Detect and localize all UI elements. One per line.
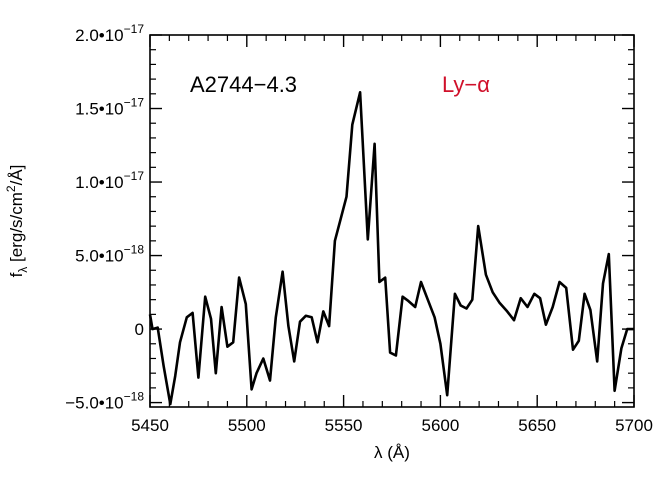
object-name-annotation: A2744−4.3 xyxy=(190,72,297,97)
y-tick-label: 2.0•10−17 xyxy=(75,22,144,45)
ticks xyxy=(149,34,635,407)
axes xyxy=(149,34,635,408)
x-tick-label: 5700 xyxy=(615,416,653,435)
y-tick-label: 0 xyxy=(135,320,144,339)
x-tick-label: 5600 xyxy=(421,416,459,435)
y-tick-label: 5.0•10−18 xyxy=(75,243,144,266)
spectrum-line xyxy=(148,91,634,406)
x-tick-label: 5500 xyxy=(228,416,266,435)
y-tick-label: 1.0•10−17 xyxy=(75,169,144,192)
y-axis-label: fλ [erg/s/cm2/Å] xyxy=(4,165,30,278)
y-tick-label: 1.5•10−17 xyxy=(75,96,144,119)
line-id-annotation: Ly−α xyxy=(442,72,490,97)
y-tick-label: −5.0•10−18 xyxy=(65,390,144,413)
labels: 5450 5500 5550 5600 5650 5700 −5.0•10−18 0 5.0•1… xyxy=(4,22,653,462)
x-tick-label: 5650 xyxy=(518,416,556,435)
x-axis-label: λ (Å) xyxy=(374,443,410,462)
x-tick-label: 5450 xyxy=(131,416,169,435)
x-tick-label: 5550 xyxy=(325,416,363,435)
plot-frame xyxy=(149,34,635,408)
series xyxy=(148,91,634,406)
